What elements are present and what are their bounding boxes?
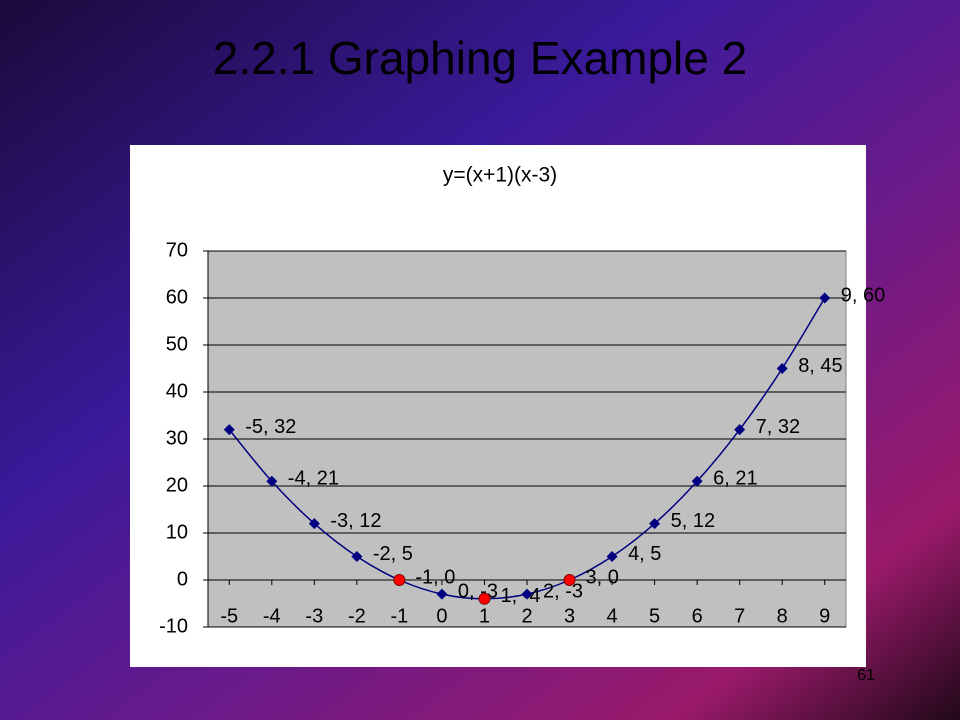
- x-tick-label: -3: [305, 605, 323, 627]
- point: [308, 518, 320, 530]
- point: [606, 551, 618, 562]
- point: [734, 424, 746, 436]
- x-tick-label: 3: [564, 605, 575, 627]
- data-label: 1, -4: [500, 585, 540, 607]
- x-tick-label: 0: [436, 605, 447, 627]
- y-tick-label: 30: [166, 427, 188, 449]
- x-tick-label: 5: [649, 605, 660, 627]
- data-label: 2, -3: [543, 580, 583, 602]
- point: [521, 588, 533, 600]
- point: [266, 475, 278, 487]
- point: [351, 551, 363, 562]
- point: [776, 363, 788, 374]
- highlight-point: [478, 592, 491, 605]
- y-tick-label: -10: [159, 615, 188, 637]
- point: [436, 588, 448, 600]
- highlight-point: [563, 574, 576, 586]
- data-label: 9, 60: [841, 284, 885, 306]
- x-tick-label: -4: [263, 605, 281, 627]
- data-label: 0, -3: [458, 580, 498, 602]
- point: [649, 518, 661, 530]
- y-tick-label: 20: [166, 474, 188, 496]
- data-label: -1, 0: [415, 566, 455, 588]
- y-tick-label: 70: [166, 239, 188, 261]
- x-tick-label: -5: [220, 605, 238, 627]
- x-tick-label: 1: [479, 605, 490, 627]
- data-label: -4, 21: [288, 468, 339, 490]
- y-tick-label: 50: [166, 333, 188, 355]
- x-tick-label: 6: [692, 605, 703, 627]
- x-tick-label: 8: [777, 605, 788, 627]
- data-label: 4, 5: [628, 543, 661, 565]
- y-tick-label: 40: [166, 380, 188, 402]
- data-label: -5, 32: [245, 416, 296, 438]
- data-label: -2, 5: [373, 543, 413, 565]
- data-label: 8, 45: [798, 355, 842, 377]
- point: [691, 475, 703, 487]
- data-label: 7, 32: [756, 416, 800, 438]
- x-tick-label: 9: [819, 605, 830, 627]
- data-label: 5, 12: [671, 510, 715, 532]
- data-label: 6, 21: [713, 468, 757, 490]
- x-tick-label: -1: [391, 605, 409, 627]
- chart-title: y=(x+1)(x-3): [443, 164, 557, 187]
- x-tick-label: -2: [348, 605, 366, 627]
- point: [819, 292, 831, 304]
- page-number: 61: [857, 667, 875, 684]
- data-label: 3, 0: [586, 566, 619, 588]
- y-tick-label: 0: [177, 568, 188, 590]
- y-tick-label: 10: [166, 521, 188, 543]
- data-label: -3, 12: [330, 510, 381, 532]
- y-tick-label: 60: [166, 286, 188, 308]
- slide-title: 2.2.1 Graphing Example 2: [213, 32, 747, 84]
- x-tick-label: 7: [734, 605, 745, 627]
- highlight-point: [393, 574, 406, 586]
- x-tick-label: 2: [521, 605, 532, 627]
- point: [223, 424, 235, 436]
- x-tick-label: 4: [607, 605, 618, 627]
